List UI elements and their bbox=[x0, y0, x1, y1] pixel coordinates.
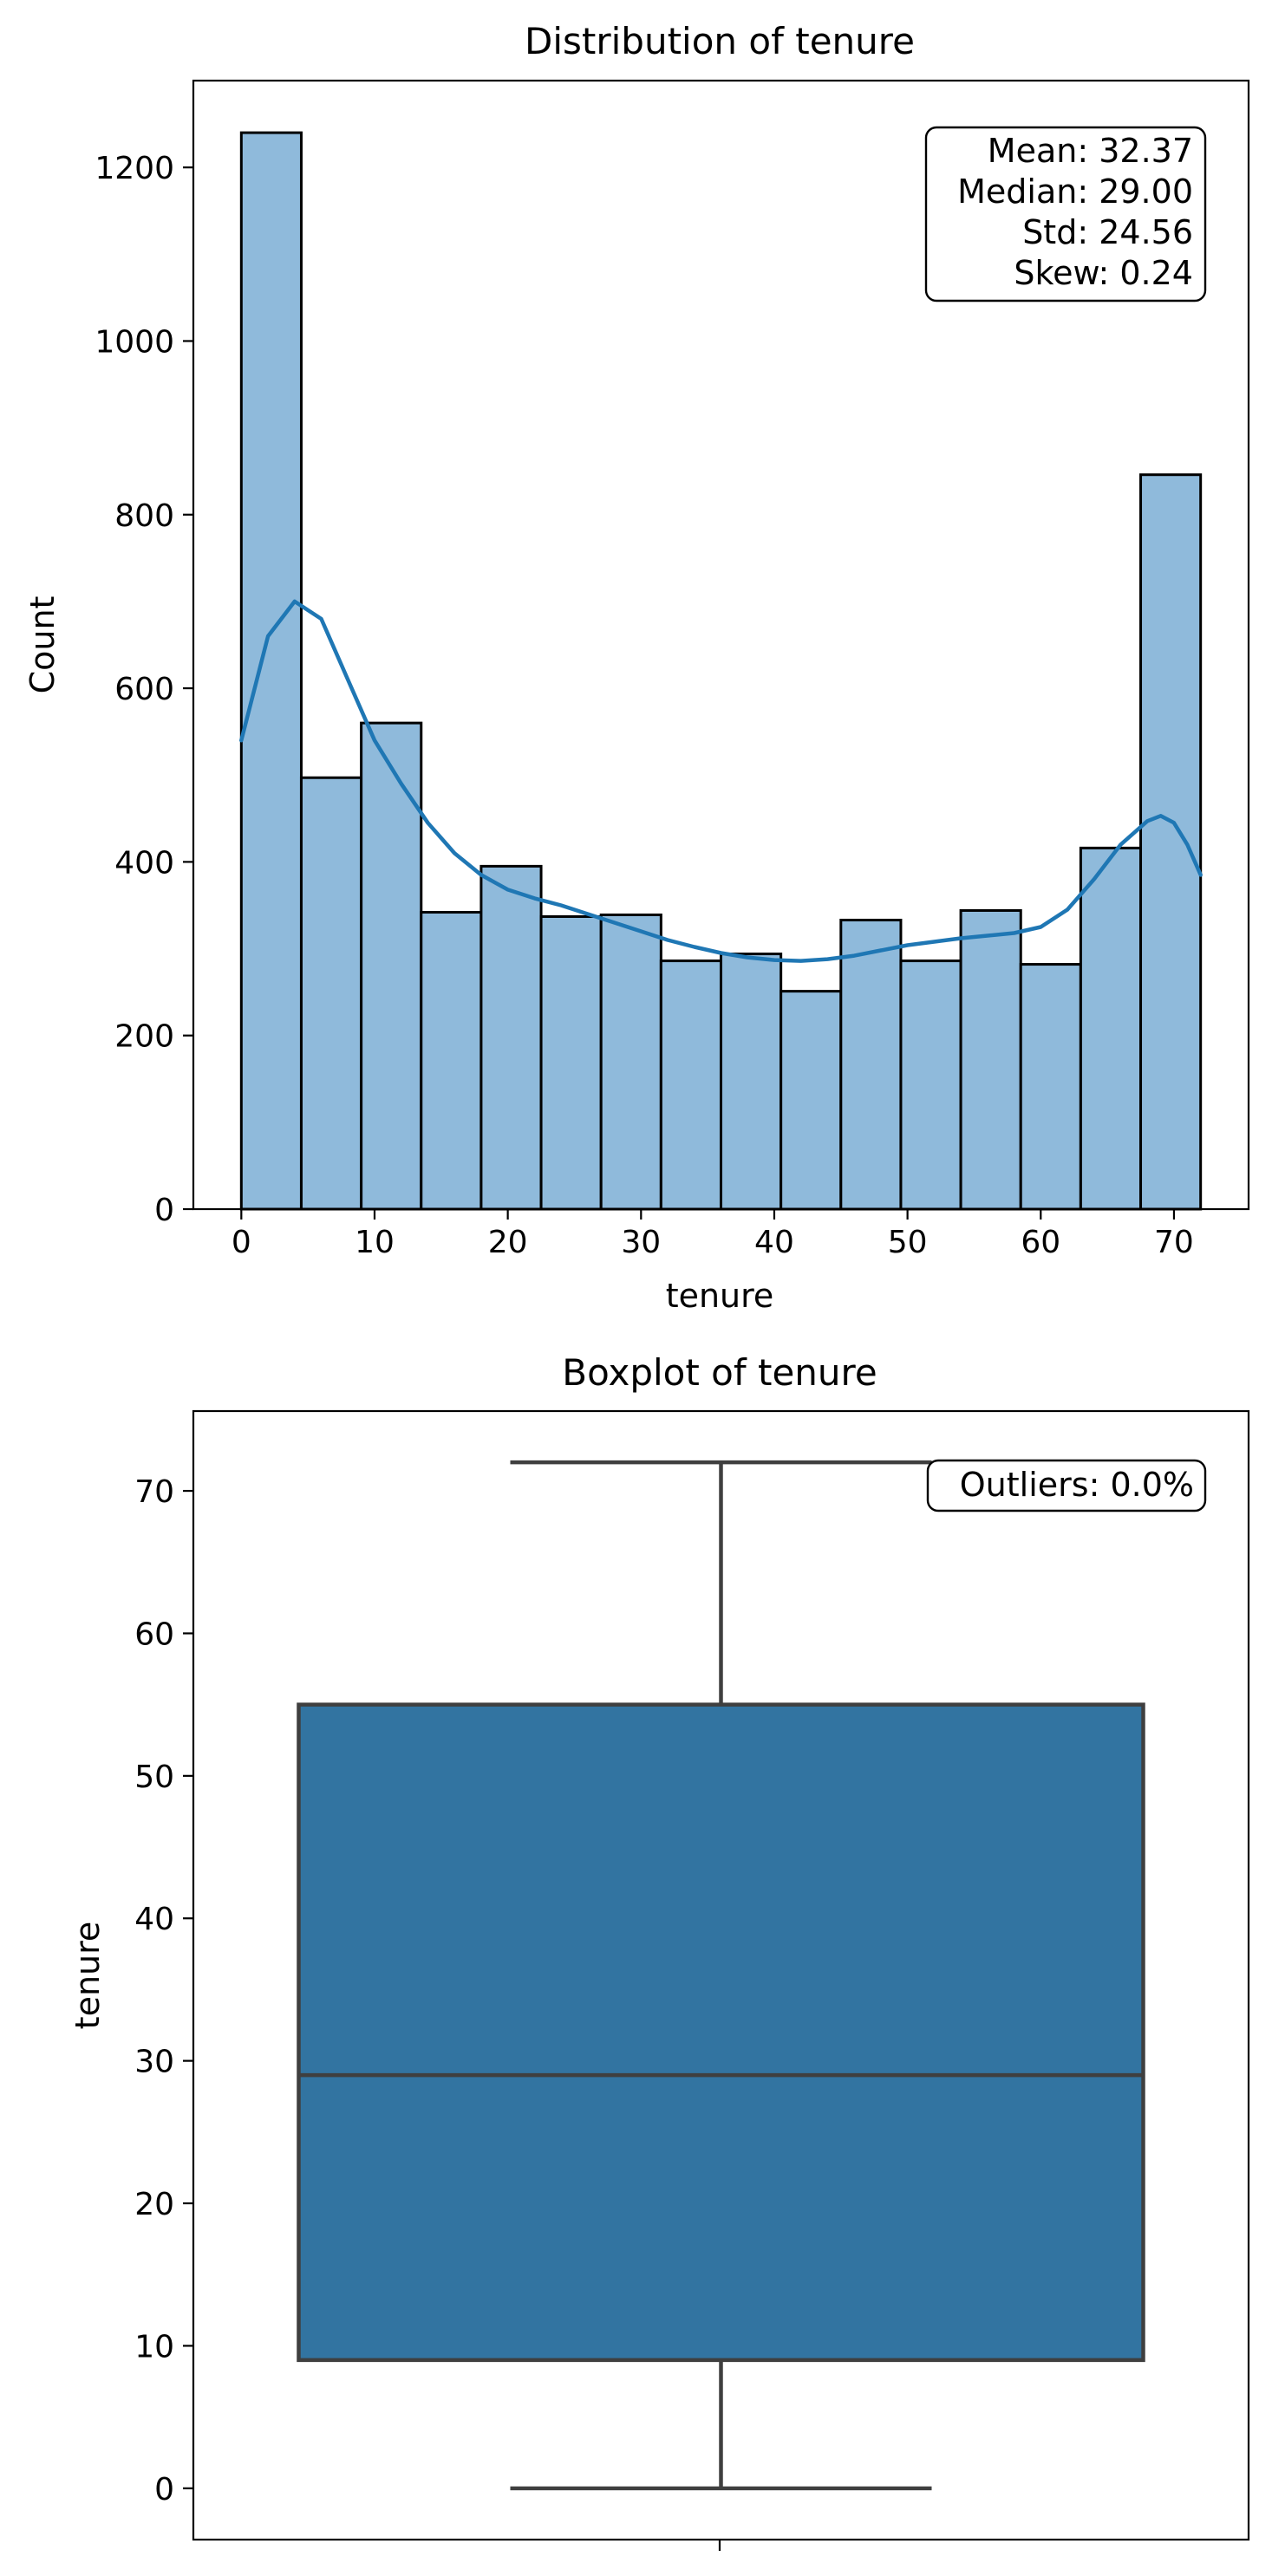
histogram-y-axis-label: Count bbox=[23, 596, 62, 694]
x-tick-label: 30 bbox=[621, 1225, 661, 1260]
x-tick-label: 10 bbox=[355, 1225, 395, 1260]
y-tick-label: 1200 bbox=[95, 151, 174, 186]
x-tick-label: 50 bbox=[888, 1225, 928, 1260]
y-tick-label: 20 bbox=[134, 2187, 174, 2222]
histogram-bar bbox=[1139, 473, 1203, 1211]
y-tick-label: 0 bbox=[154, 1193, 174, 1228]
outliers-box: Outliers: 0.0% bbox=[926, 1459, 1207, 1512]
histogram-x-axis-label: tenure bbox=[666, 1277, 774, 1315]
stats-box-frame bbox=[924, 126, 1207, 302]
histogram-bar bbox=[659, 959, 723, 1211]
histogram-panel: Distribution of tenure 02004006008001000… bbox=[23, 20, 1250, 1315]
x-tick-label: 70 bbox=[1154, 1225, 1194, 1260]
y-tick-label: 60 bbox=[134, 1617, 174, 1652]
y-tick-label: 400 bbox=[114, 845, 174, 881]
kde-curve bbox=[239, 599, 1203, 963]
histogram-bar bbox=[479, 864, 543, 1211]
stats-mean: Mean: 32.37 bbox=[988, 132, 1193, 170]
histogram-bar bbox=[599, 913, 662, 1211]
histogram-bar bbox=[1079, 846, 1143, 1211]
x-tick-label: 60 bbox=[1021, 1225, 1060, 1260]
histogram-bar bbox=[1019, 963, 1082, 1211]
y-tick-label: 1000 bbox=[95, 324, 174, 360]
histogram-title: Distribution of tenure bbox=[525, 20, 915, 62]
histogram-bar bbox=[539, 914, 603, 1211]
histogram-bar bbox=[720, 953, 783, 1211]
histogram-axes-frame bbox=[192, 79, 1250, 1211]
histogram-bar bbox=[239, 131, 303, 1211]
outliers-label: Outliers: 0.0% bbox=[960, 1466, 1194, 1504]
y-tick-label: 30 bbox=[134, 2045, 174, 2080]
stats-median: Median: 29.00 bbox=[957, 172, 1193, 211]
outliers-box-frame bbox=[926, 1459, 1207, 1512]
boxplot-panel: Boxplot of tenure 0 10 20 30 40 50 60 70 tenure… bbox=[68, 1351, 1250, 2551]
boxplot-axes-frame bbox=[192, 1409, 1250, 2541]
y-tick-label: 40 bbox=[134, 1902, 174, 1937]
histogram-bar bbox=[959, 908, 1022, 1211]
stats-std: Std: 24.56 bbox=[1022, 213, 1193, 251]
boxplot-marks bbox=[297, 1460, 1145, 2491]
x-tick-label: 20 bbox=[488, 1225, 528, 1260]
stats-box: Mean: 32.37 Median: 29.00 Std: 24.56 Ske… bbox=[924, 126, 1207, 302]
y-tick-label: 70 bbox=[134, 1474, 174, 1510]
x-tick-label: 40 bbox=[754, 1225, 794, 1260]
y-tick-label: 10 bbox=[134, 2329, 174, 2365]
histogram-bar bbox=[839, 918, 903, 1211]
boxplot-y-ticks: 0 10 20 30 40 50 60 70 bbox=[134, 1474, 193, 2508]
stats-skew: Skew: 0.24 bbox=[1014, 254, 1193, 292]
histogram-bar bbox=[299, 776, 363, 1211]
x-tick-label: 0 bbox=[232, 1225, 251, 1260]
histogram-bar bbox=[780, 990, 843, 1211]
boxplot-title: Boxplot of tenure bbox=[562, 1351, 877, 1394]
histogram-bar bbox=[360, 721, 423, 1211]
y-tick-label: 800 bbox=[114, 498, 174, 534]
y-tick-label: 200 bbox=[114, 1019, 174, 1055]
histogram-x-ticks: 0 10 20 30 40 50 60 70 bbox=[232, 1209, 1194, 1260]
y-tick-label: 0 bbox=[154, 2472, 174, 2508]
y-tick-label: 600 bbox=[114, 672, 174, 707]
y-tick-label: 50 bbox=[134, 1760, 174, 1795]
histogram-bar bbox=[899, 959, 962, 1211]
boxplot-y-axis-label: tenure bbox=[68, 1922, 107, 2030]
histogram-y-ticks: 0 200 400 600 800 1000 1200 bbox=[95, 151, 193, 1228]
iqr-box bbox=[297, 1702, 1145, 2363]
histogram-bar bbox=[420, 910, 483, 1211]
histogram-bars bbox=[239, 131, 1203, 1211]
